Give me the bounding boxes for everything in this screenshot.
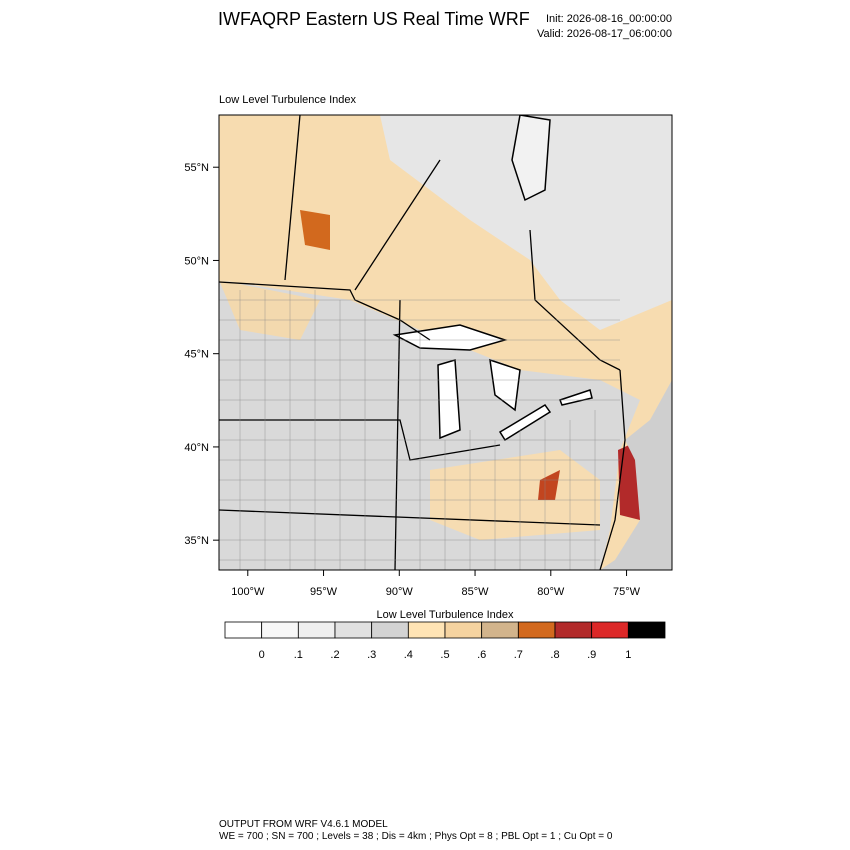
y-tick-label: 35°N [184,535,209,547]
x-tick-label: 80°W [537,586,565,598]
x-tick-label: 75°W [613,586,641,598]
colorbar-tick-label: .1 [294,649,303,661]
footer-line: WE = 700 ; SN = 700 ; Levels = 38 ; Dis … [219,831,613,842]
colorbar-box [554,621,593,639]
colorbar-box [224,621,263,639]
y-tick-label: 45°N [184,349,209,361]
init-time: Init: 2026-08-16_00:00:00 [546,13,672,25]
y-tick-label: 50°N [184,255,209,267]
colorbar-tick-label: .9 [587,649,596,661]
hudson-bay [511,115,551,202]
colorbar-tick-label: .6 [477,649,486,661]
colorbar-tick-label: .5 [440,649,449,661]
valid-time: Valid: 2026-08-17_06:00:00 [537,28,672,40]
colorbar-box [517,621,556,639]
county-grid [219,290,620,570]
hotspot [538,470,560,500]
colorbar-tick-label: 1 [625,649,631,661]
plains-patch [219,280,320,340]
lake-erie [498,404,552,442]
colorbar-box [261,621,299,639]
lake-ontario [559,389,593,406]
colorbar: 0 .1 .2 .3 .4 .5 .6 .7 .8 .9 1 [224,621,666,661]
colorbar-box [297,621,336,639]
colorbar-box [444,621,483,639]
map [218,114,673,571]
map-frame [218,114,673,571]
colorbar-box [627,621,666,639]
footer-line: OUTPUT FROM WRF V4.6.1 MODEL [219,819,388,830]
colorbar-box [591,621,629,639]
x-tick-label: 95°W [310,586,338,598]
colorbar-box [481,621,519,639]
lake-michigan [437,359,461,440]
colorbar-tick-label: .7 [514,649,523,661]
lake-superior [392,324,508,351]
colorbar-tick-label: .8 [550,649,559,661]
ocean [600,380,672,570]
colorbar-tick-label: 0 [259,649,265,661]
colorbar-tick-label: .4 [404,649,413,661]
x-tick-label: 100°W [231,586,265,598]
hotspot [300,210,330,250]
gray-field [380,115,672,330]
colorbar-box [334,621,373,639]
colorbar-tick-label: .3 [367,649,376,661]
colorbar-tick-label: .2 [330,649,339,661]
x-tick-label: 85°W [462,586,490,598]
x-tick-label: 90°W [386,586,414,598]
y-tick-label: 40°N [184,442,209,454]
borders [219,115,626,570]
lake-huron [489,358,521,412]
title: IWFAQRP Eastern US Real Time WRF [218,9,530,29]
colorbar-box [371,621,409,639]
map-field [219,115,672,570]
map-label: Low Level Turbulence Index [219,94,356,106]
colorbar-title: Low Level Turbulence Index [377,609,514,621]
colorbar-box [407,621,446,639]
y-tick-label: 55°N [184,162,209,174]
